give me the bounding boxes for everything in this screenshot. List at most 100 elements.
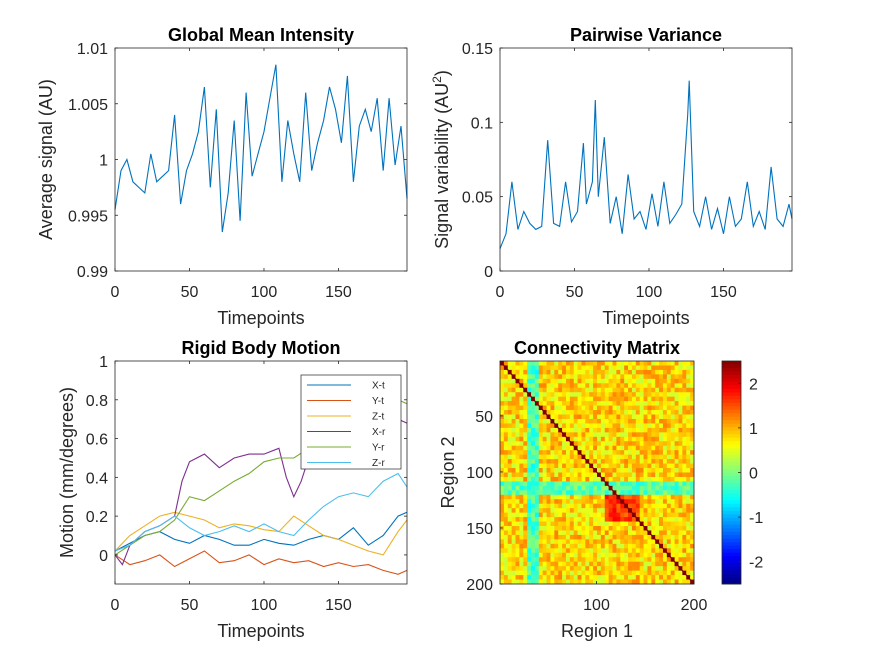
heatmap-cell xyxy=(662,374,668,380)
heatmap-cell xyxy=(523,418,528,424)
heatmap-cell xyxy=(655,374,660,380)
heatmap-cell xyxy=(500,490,505,496)
heatmap-cell xyxy=(643,539,648,545)
heatmap-cell xyxy=(523,383,528,389)
heatmap-cell xyxy=(593,485,598,491)
heatmap-cell xyxy=(666,365,672,371)
heatmap-cell xyxy=(538,441,544,447)
heatmap-cell xyxy=(608,410,613,415)
legend-label: X-t xyxy=(372,381,385,392)
heatmap-cell xyxy=(515,570,520,576)
heatmap-cell xyxy=(554,387,559,393)
y-tick-label: 0 xyxy=(484,264,493,281)
colorbar-segment xyxy=(722,441,741,446)
heatmap-cell xyxy=(686,418,691,424)
heatmap-cell xyxy=(519,450,524,456)
heatmap-cell xyxy=(666,530,672,536)
heatmap-cell xyxy=(612,534,617,540)
heatmap-cell xyxy=(507,427,513,433)
heatmap-cell xyxy=(531,468,536,473)
heatmap-cell xyxy=(562,570,567,576)
heatmap-cell xyxy=(608,459,613,464)
heatmap-cell xyxy=(523,427,528,433)
heatmap-cell xyxy=(631,436,637,442)
y-axis-label: Motion (mm/degrees) xyxy=(57,387,77,558)
heatmap-cell xyxy=(511,418,516,424)
heatmap-cell xyxy=(589,472,594,478)
heatmap-cell xyxy=(600,432,606,438)
heatmap-cell xyxy=(585,392,590,398)
heatmap-cell xyxy=(643,387,648,393)
heatmap-cell xyxy=(635,445,641,451)
heatmap-cell xyxy=(542,561,547,567)
heatmap-cell xyxy=(690,374,695,380)
heatmap-cell xyxy=(666,548,672,554)
heatmap-cell xyxy=(655,552,660,558)
heatmap-cell xyxy=(631,383,637,389)
heatmap-cell xyxy=(519,526,524,531)
heatmap-cell xyxy=(600,566,606,572)
heatmap-cell xyxy=(573,463,578,469)
colorbar-segment xyxy=(722,521,741,526)
heatmap-cell xyxy=(612,476,617,482)
heatmap-cell xyxy=(616,463,621,469)
heatmap-cell xyxy=(550,427,555,433)
heatmap-cell xyxy=(604,494,610,500)
heatmap-cell xyxy=(635,579,641,585)
heatmap-cell xyxy=(565,508,571,514)
heatmap-cell xyxy=(666,396,672,402)
heatmap-cell xyxy=(666,557,672,563)
heatmap-cell xyxy=(527,432,532,438)
heatmap-cell xyxy=(562,557,567,563)
heatmap-cell xyxy=(624,499,629,505)
heatmap-cell xyxy=(511,575,516,580)
heatmap-cell xyxy=(651,378,656,384)
x-axis-label: Timepoints xyxy=(217,621,304,641)
heatmap-cell xyxy=(628,561,633,567)
heatmap-cell xyxy=(538,579,544,585)
heatmap-cell xyxy=(507,561,513,567)
heatmap-cell xyxy=(581,512,586,518)
heatmap-cell xyxy=(674,526,679,531)
heatmap-cell xyxy=(507,575,513,580)
heatmap-cell xyxy=(593,566,598,572)
heatmap-cell xyxy=(527,468,532,473)
heatmap-cell xyxy=(511,401,516,406)
heatmap-cell xyxy=(608,432,613,438)
heatmap-cell xyxy=(542,512,547,518)
heatmap-cell xyxy=(503,503,509,509)
heatmap-cell xyxy=(682,463,687,469)
heatmap-cell xyxy=(585,378,590,384)
heatmap-cell xyxy=(678,374,683,380)
heatmap-cell xyxy=(511,499,516,505)
y-tick-label: 0.6 xyxy=(86,432,108,449)
colorbar-segment xyxy=(722,458,741,463)
heatmap-cell xyxy=(639,476,644,482)
heatmap-cell xyxy=(546,361,551,366)
colorbar-segment xyxy=(722,556,741,561)
heatmap-cell xyxy=(682,476,687,482)
heatmap-cell xyxy=(639,441,644,447)
heatmap-cell xyxy=(565,383,571,389)
heatmap-cell xyxy=(585,476,590,482)
heatmap-cell xyxy=(643,405,648,411)
heatmap-cell xyxy=(647,521,652,527)
heatmap-cell xyxy=(558,490,563,496)
heatmap-cell xyxy=(616,374,621,380)
heatmap-cell xyxy=(690,454,695,460)
heatmap-cell xyxy=(531,387,536,393)
heatmap-cell xyxy=(616,392,621,398)
heatmap-cell xyxy=(655,481,660,487)
heatmap-cell xyxy=(562,410,567,415)
heatmap-cell xyxy=(628,499,633,505)
heatmap-cell xyxy=(643,454,648,460)
heatmap-cell xyxy=(562,579,567,585)
colorbar-segment xyxy=(722,462,741,466)
heatmap-cell xyxy=(616,445,621,451)
heatmap-cell xyxy=(682,552,687,558)
heatmap-cell xyxy=(511,387,516,393)
heatmap-cell xyxy=(600,378,606,384)
heatmap-cell xyxy=(534,521,540,527)
heatmap-cell xyxy=(624,468,629,473)
heatmap-cell xyxy=(569,427,575,433)
